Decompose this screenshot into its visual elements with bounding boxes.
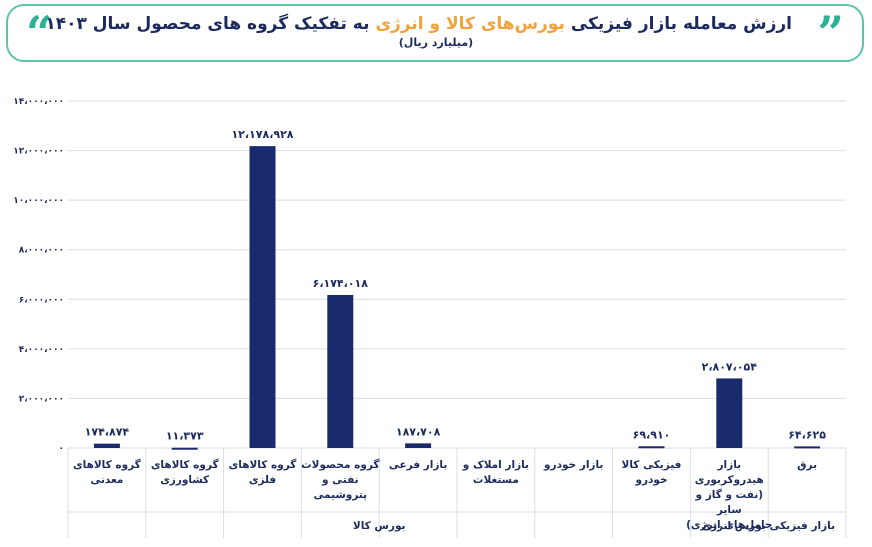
x-category-label: برق <box>763 458 851 473</box>
x-category-line: حامل‌های انرژی) <box>686 519 773 531</box>
y-tick-label: ۸،۰۰۰،۰۰۰ <box>19 246 64 256</box>
y-tick-label: ۱۴،۰۰۰،۰۰۰ <box>13 97 64 107</box>
x-category-label: بازار فرعی <box>374 458 462 473</box>
data-label: ۱۸۷،۷۰۸ <box>396 425 441 438</box>
x-category-line: معدنی <box>90 474 124 486</box>
title-part-1: ارزش معامله <box>682 14 792 34</box>
group-label: بورس کالا <box>352 520 406 532</box>
x-category-line: بازار فرعی <box>388 459 448 471</box>
y-tick-label: ۲،۰۰۰،۰۰۰ <box>19 394 64 404</box>
bar <box>327 294 354 448</box>
bar <box>93 443 120 448</box>
quote-left-icon: “ <box>26 6 53 60</box>
y-tick-label: ۱۲،۰۰۰،۰۰۰ <box>13 147 64 157</box>
x-category-label: گروه کالاهای کشاورزی <box>141 458 229 488</box>
x-category-label: بازار خودرو <box>530 458 618 473</box>
data-label: ۱۷۴،۸۷۴ <box>85 426 130 439</box>
data-label: ۱۱،۳۷۳ <box>166 430 204 443</box>
bar <box>249 146 276 448</box>
x-category-line: گروه کالاهای فلزی <box>228 459 297 486</box>
x-category-label: گروه کالاهای فلزی <box>219 458 307 488</box>
y-tick-label: ۰ <box>59 444 65 454</box>
bar <box>638 446 665 449</box>
data-label: ۶۹،۹۱۰ <box>633 428 671 441</box>
x-category-label: گروه کالاهای معدنی <box>63 458 151 488</box>
x-category-label: گروه محصولات نفتی و پتروشیمی <box>296 458 384 503</box>
title-part-2: بازار فیزیکی <box>570 14 678 34</box>
x-category-line: بازار هیدروکربوری <box>694 459 764 486</box>
x-category-line: گروه کالاهای <box>150 459 219 471</box>
bar <box>716 378 743 448</box>
x-category-label: بازار هیدروکربوری (نفت و گاز و سایر حامل‌ه… <box>685 458 773 533</box>
x-category-label: بازار املاک و مستغلات <box>452 458 540 488</box>
bar <box>794 446 821 449</box>
x-category-line: گروه کالاهای <box>73 459 141 471</box>
data-label: ۶۴،۶۲۵ <box>788 428 826 441</box>
x-category-line: بازار خودرو <box>544 459 604 471</box>
x-category-line: برق <box>797 459 818 471</box>
chart-title: ارزش معامله بازار فیزیکی بورس‌های کالا و… <box>45 14 792 34</box>
x-category-line: بازار املاک و <box>462 459 530 471</box>
chart-subtitle: (میلیارد ریال) <box>398 36 474 49</box>
x-category-line: فیزیکی کالا خودرو <box>621 459 682 486</box>
x-category-line: کشاورزی <box>160 474 210 486</box>
y-tick-label: ۱۰،۰۰۰،۰۰۰ <box>13 196 64 206</box>
x-category-line: مستغلات <box>472 474 519 486</box>
x-category-label: فیزیکی کالا خودرو <box>608 458 696 488</box>
title-part-3: بورس‌های کالا و انرژی <box>375 14 565 34</box>
x-category-line: (نفت و گاز و سایر <box>695 489 764 516</box>
group-label: بازار فیزیکی بورس انرژی <box>701 520 836 532</box>
x-category-line: گروه محصولات <box>301 459 380 471</box>
quote-right-icon: ” <box>817 6 844 60</box>
data-label: ۶،۱۷۴،۰۱۸ <box>313 277 369 290</box>
data-label: ۱۲،۱۷۸،۹۲۸ <box>231 128 293 141</box>
bar <box>171 447 198 450</box>
title-part-4: به تفکیک گروه های محصول سال ۱۴۰۳ <box>45 14 370 34</box>
data-label: ۲،۸۰۷،۰۵۴ <box>702 360 758 373</box>
y-tick-label: ۴،۰۰۰،۰۰۰ <box>19 345 64 355</box>
bar <box>405 443 432 448</box>
title-banner: “ ” ارزش معامله بازار فیزیکی بورس‌های کا… <box>6 4 864 62</box>
y-tick-label: ۶،۰۰۰،۰۰۰ <box>19 295 64 305</box>
x-category-line: نفتی و پتروشیمی <box>313 474 368 501</box>
